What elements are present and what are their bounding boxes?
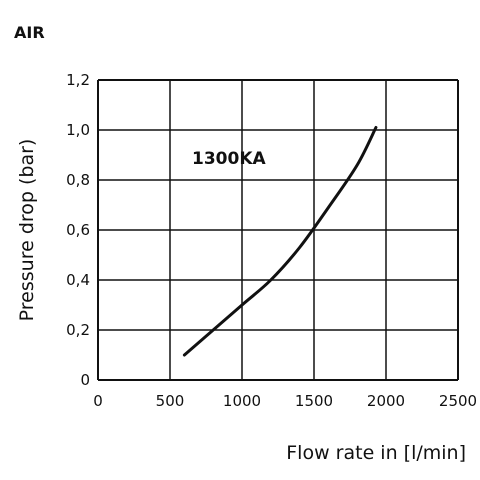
series-label-1300ka: 1300KA — [192, 149, 266, 169]
y-tick-label: 1,0 — [66, 121, 90, 139]
x-tick-label: 1500 — [295, 392, 333, 410]
x-tick-label: 1000 — [223, 392, 261, 410]
chart-heading: AIR — [14, 23, 45, 42]
x-axis-title: Flow rate in [l/min] — [286, 442, 466, 464]
y-tick-label: 0 — [80, 371, 90, 389]
y-axis-title: Pressure drop (bar) — [16, 139, 38, 322]
plot-grid — [97, 79, 459, 381]
x-tick-label: 2500 — [439, 392, 477, 410]
y-tick-label: 0,8 — [66, 171, 90, 189]
y-tick-label: 0,2 — [66, 321, 90, 339]
y-tick-label: 0,6 — [66, 221, 90, 239]
tick-labels: 0 500 1000 1500 2000 2500 0 0,2 0,4 0,6 0,8 1,0 1,2 — [66, 71, 477, 410]
series-line-0 — [182, 126, 378, 357]
x-tick-label: 500 — [156, 392, 185, 410]
x-tick-label: 2000 — [367, 392, 405, 410]
series-layer — [182, 126, 378, 357]
y-tick-label: 1,2 — [66, 71, 90, 89]
x-tick-label: 0 — [93, 392, 103, 410]
y-tick-label: 0,4 — [66, 271, 90, 289]
